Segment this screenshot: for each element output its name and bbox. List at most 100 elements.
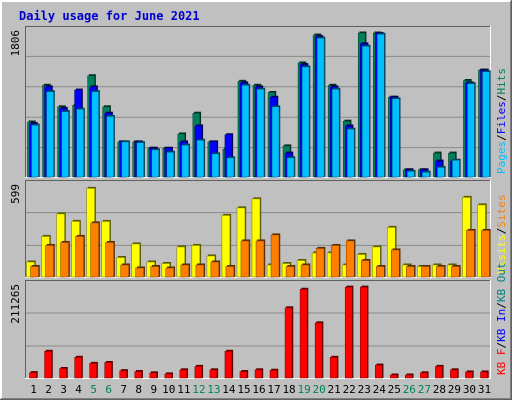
kb-f-bar	[299, 287, 309, 379]
kb-f-bar	[59, 367, 68, 379]
pages-bar	[136, 141, 145, 178]
scale-label: 599	[9, 184, 22, 204]
kb-f-bar	[420, 371, 429, 379]
x-tick-label: 28	[433, 383, 446, 396]
pages-bar	[91, 90, 100, 178]
sites-bar	[481, 228, 491, 278]
x-tick-label: 24	[373, 383, 387, 396]
kb-f-bar	[194, 364, 204, 379]
kb-f-bar	[239, 370, 249, 379]
x-tick-label: 10	[162, 383, 175, 396]
legend-item: KB In	[495, 309, 508, 342]
x-tick-label: 6	[105, 383, 112, 396]
legend-item: /	[495, 95, 508, 102]
pages-bar	[151, 148, 160, 178]
pages-bar	[437, 165, 446, 178]
x-tick-label: 27	[418, 383, 431, 396]
sites-bar	[270, 233, 281, 278]
legend: KB F/KB In/KB Out	[495, 262, 508, 375]
sites-bar	[165, 266, 176, 278]
sites-bar	[75, 234, 85, 278]
legend-item: Files	[495, 101, 508, 134]
legend-item: Hits	[495, 68, 508, 95]
sites-bar	[240, 239, 251, 278]
x-tick-label: 26	[403, 383, 416, 396]
pages-bar	[31, 123, 40, 178]
sites-bar	[466, 228, 476, 278]
x-tick-label: 4	[75, 383, 82, 396]
kb-f-bar	[179, 368, 189, 379]
kb-f-bar	[465, 370, 474, 379]
sites-bar	[255, 239, 266, 278]
x-tick-label: 3	[60, 383, 67, 396]
pages-bar	[196, 138, 206, 178]
legend-item: KB Out	[495, 262, 508, 302]
kb-f-bar	[209, 368, 219, 379]
sites-bar	[421, 264, 431, 278]
x-tick-label: 14	[222, 383, 236, 396]
kb-f-bar	[375, 363, 384, 379]
kb-f-bar	[44, 349, 53, 379]
x-tick-label: 13	[207, 383, 220, 396]
kb-f-bar	[134, 370, 143, 379]
kb-f-bar	[164, 372, 174, 379]
x-tick-label: 21	[328, 383, 341, 396]
sites-bar	[360, 258, 371, 278]
pages-bar	[377, 32, 386, 178]
x-tick-label: 17	[267, 383, 280, 396]
sites-bar	[180, 263, 191, 278]
chart-title: Daily usage for June 2021	[19, 9, 200, 23]
pages-bar	[61, 110, 70, 178]
sites-bar	[391, 248, 401, 278]
pages-bar	[286, 156, 296, 178]
x-tick-label: 29	[448, 383, 461, 396]
pages-bar	[407, 169, 416, 178]
kb-f-bar	[74, 355, 83, 379]
pages-bar	[76, 107, 85, 178]
legend-item: KB F	[495, 349, 508, 376]
x-tick-label: 16	[252, 383, 265, 396]
sites-bar	[376, 264, 386, 278]
sites-bar	[225, 264, 236, 278]
pages-bar	[331, 87, 341, 178]
kb-f-bar	[344, 285, 354, 379]
kb-f-bar	[119, 369, 128, 379]
pages-bar	[392, 97, 401, 178]
pages-bar	[241, 83, 251, 178]
sites-bar	[285, 264, 296, 278]
kb-f-bar	[224, 349, 234, 379]
x-tick-label: 23	[358, 383, 371, 396]
pages-bar	[422, 170, 431, 178]
pages-bar	[467, 82, 476, 178]
legend: Visits/Sites	[495, 195, 508, 275]
sites-bar	[135, 266, 145, 278]
sites-bar	[150, 264, 160, 278]
legend: Pages/Files/Hits	[495, 68, 508, 174]
sites-bar	[330, 243, 341, 278]
pages-bar	[226, 156, 236, 178]
sites-bar	[120, 263, 130, 278]
pages-bar	[361, 44, 371, 178]
legend-item: Sites	[495, 195, 508, 228]
x-tick-label: 7	[120, 383, 127, 396]
x-tick-label: 18	[282, 383, 295, 396]
pages-bar	[166, 150, 176, 178]
sites-bar	[345, 239, 356, 278]
sites-bar	[30, 264, 40, 278]
x-tick-label: 19	[297, 383, 310, 396]
legend-item: /	[495, 342, 508, 349]
pages-bar	[256, 87, 266, 178]
sites-bar	[195, 263, 206, 278]
x-tick-label: 9	[150, 383, 157, 396]
x-tick-label: 25	[388, 383, 401, 396]
pages-bar	[301, 65, 311, 178]
sites-bar	[436, 264, 446, 278]
x-tick-label: 12	[192, 383, 205, 396]
legend-item: Pages	[495, 141, 508, 174]
kb-f-bar	[29, 371, 38, 379]
pages-bar	[211, 152, 221, 178]
kb-f-bar	[435, 364, 444, 379]
sites-bar	[105, 240, 115, 278]
pages-bar	[452, 158, 461, 178]
